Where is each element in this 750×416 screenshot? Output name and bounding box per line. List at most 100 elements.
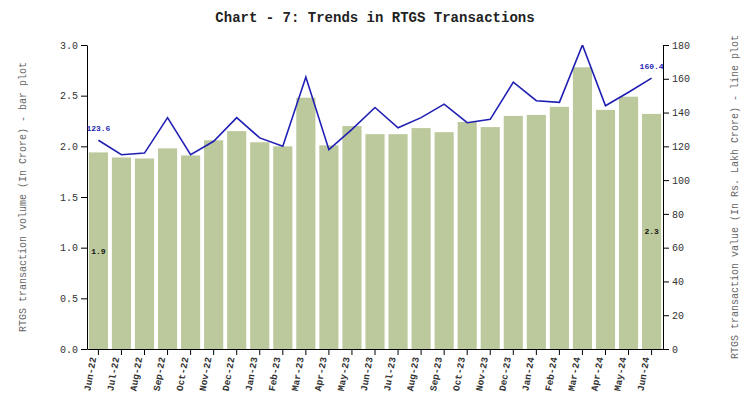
tick: 40: [663, 277, 684, 288]
tick: Jun-22: [82, 349, 99, 392]
tick: 120: [663, 142, 690, 153]
tick: Oct-22: [175, 349, 192, 392]
tick: 0.5: [60, 294, 87, 305]
tick-mark: [663, 281, 669, 282]
tick-label: 2.0: [60, 142, 78, 153]
bar-series: [89, 67, 661, 349]
tick: 2.0: [60, 142, 87, 153]
tick-mark: [536, 349, 537, 355]
tick-label: Feb-23: [267, 356, 284, 392]
bar: [158, 148, 177, 349]
tick-label: Mar-23: [290, 356, 307, 392]
tick: Jun-23: [359, 349, 376, 392]
tick: 2.5: [60, 91, 87, 102]
tick-mark: [81, 96, 87, 97]
tick-label: Jan-23: [244, 356, 261, 392]
tick: Jan-23: [244, 349, 261, 392]
tick-label: 2.5: [60, 91, 78, 102]
bar: [204, 140, 223, 349]
tick: Jan-24: [520, 349, 537, 392]
tick-mark: [375, 349, 376, 355]
tick-label: 1.5: [60, 193, 78, 204]
tick-mark: [582, 349, 583, 355]
bar: [481, 127, 500, 349]
tick-mark: [81, 349, 87, 350]
tick-label: 140: [672, 108, 690, 119]
tick: 1.0: [60, 243, 87, 254]
tick-mark: [282, 349, 283, 355]
tick-mark: [305, 349, 306, 355]
tick-mark: [328, 349, 329, 355]
bar: [319, 145, 338, 349]
tick-mark: [444, 349, 445, 355]
tick-label: Nov-22: [198, 356, 215, 392]
tick-label: Jul-23: [382, 356, 399, 392]
tick-mark: [81, 248, 87, 249]
tick-mark: [663, 315, 669, 316]
data-label: 2.3: [644, 227, 659, 236]
tick: Jul-22: [105, 349, 122, 392]
tick: 1.5: [60, 193, 87, 204]
tick-label: 120: [672, 142, 690, 153]
bar: [89, 152, 108, 349]
bar: [642, 114, 661, 349]
tick-label: Mar-24: [566, 356, 583, 392]
tick: 20: [663, 311, 684, 322]
tick: 60: [663, 243, 684, 254]
tick: Aug-22: [128, 349, 145, 392]
tick-mark: [663, 180, 669, 181]
tick: 180: [663, 41, 690, 52]
x-axis: Jun-22 Jul-22 Aug-22 Sep-22 Oct-22 Nov-22 Dec-…: [82, 349, 663, 392]
axis-line: [663, 46, 664, 350]
tick-label: Feb-24: [543, 356, 560, 392]
bar: [527, 115, 546, 349]
tick: Aug-23: [405, 349, 422, 392]
tick: May-24: [612, 349, 629, 392]
tick-label: 40: [672, 277, 684, 288]
tick-mark: [628, 349, 629, 355]
tick-label: Sep-22: [152, 356, 169, 392]
tick-label: Apr-24: [589, 356, 606, 392]
tick-label: Dec-23: [497, 356, 514, 392]
tick-mark: [398, 349, 399, 355]
plot-area: [89, 45, 661, 349]
data-label: 123.6: [86, 124, 110, 133]
tick-label: Nov-23: [474, 356, 491, 392]
bar: [550, 107, 569, 349]
tick-mark: [98, 349, 99, 355]
axis-title: RTGS transaction volume (In Crore) - bar…: [18, 62, 29, 332]
tick: Nov-22: [198, 349, 215, 392]
tick-mark: [81, 146, 87, 147]
tick-mark: [213, 349, 214, 355]
data-label: 1.9: [91, 247, 106, 256]
tick: Jun-24: [636, 349, 653, 392]
axis-title: RTGS transaction value (In Rs. Lakh Cror…: [730, 35, 741, 359]
tick-mark: [663, 79, 669, 80]
bar: [435, 132, 454, 349]
tick: May-23: [336, 349, 353, 392]
bar: [458, 122, 477, 349]
tick-label: Apr-23: [313, 356, 330, 392]
tick: Oct-23: [451, 349, 468, 392]
tick-mark: [144, 349, 145, 355]
bar: [365, 134, 384, 349]
tick: Dec-22: [221, 349, 238, 392]
bar: [273, 146, 292, 349]
tick-mark: [651, 349, 652, 355]
tick-label: Jun-23: [359, 356, 376, 392]
tick-label: Dec-22: [221, 356, 238, 392]
tick-mark: [167, 349, 168, 355]
tick-mark: [121, 349, 122, 355]
tick-label: Jul-22: [105, 356, 122, 392]
bar: [573, 67, 592, 349]
tick-mark: [351, 349, 352, 355]
tick-mark: [490, 349, 491, 355]
tick-mark: [513, 349, 514, 355]
tick-label: 0: [672, 345, 678, 356]
tick-label: 60: [672, 243, 684, 254]
tick-label: May-24: [612, 356, 629, 392]
chart-title: Chart - 7: Trends in RTGS Transactions: [215, 10, 534, 26]
bar: [181, 155, 200, 349]
tick-mark: [421, 349, 422, 355]
bar: [619, 97, 638, 349]
